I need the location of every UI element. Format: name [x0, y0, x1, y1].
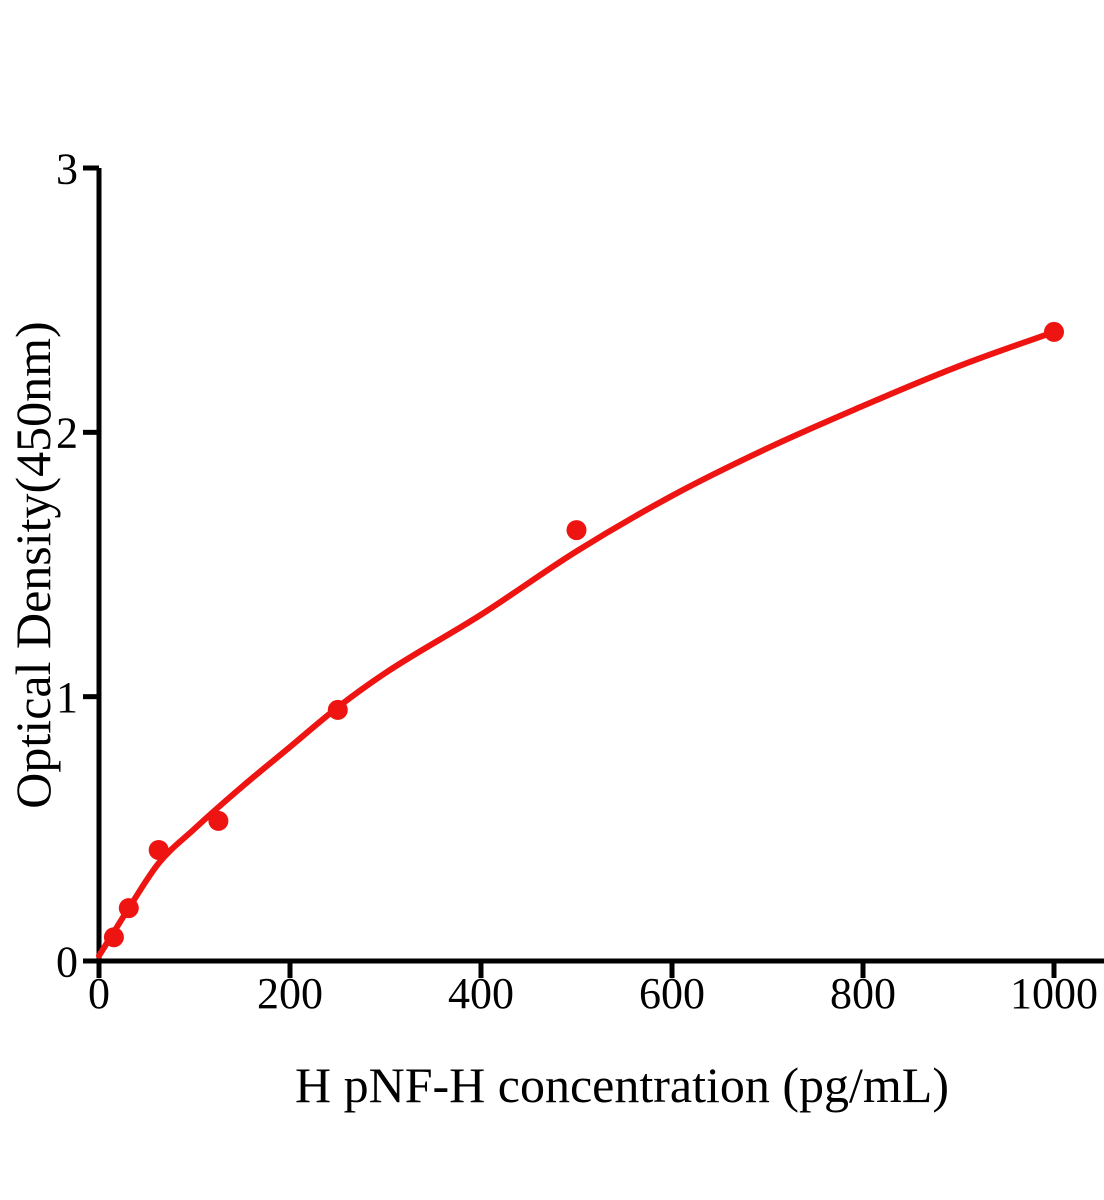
fitted-curve [96, 328, 1057, 959]
y-tick-label: 3 [56, 144, 78, 193]
y-axis-title: Optical Density(450nm) [5, 321, 61, 808]
x-tick-label: 600 [639, 969, 705, 1018]
x-tick-label: 200 [257, 969, 323, 1018]
axis-spine [96, 168, 1104, 964]
data-point [1044, 321, 1064, 342]
data-point [148, 840, 169, 860]
x-tick-label: 800 [830, 969, 896, 1018]
x-tick-label: 400 [448, 969, 514, 1018]
data-point [118, 898, 139, 919]
data-point [327, 699, 348, 720]
data-point [208, 810, 229, 831]
data-series [96, 321, 1064, 959]
x-axis-title: H pNF-H concentration (pg/mL) [295, 1057, 949, 1113]
y-tick-label: 2 [56, 409, 78, 458]
y-tick-label: 0 [56, 937, 78, 986]
y-tick-label: 1 [56, 673, 78, 722]
x-tick-label: 1000 [1010, 969, 1098, 1018]
x-tick-label: 0 [88, 969, 110, 1018]
data-point [103, 927, 124, 948]
axes: 0 200 400 600 800 1000 0 1 2 3 [56, 144, 1104, 1018]
data-point [566, 520, 587, 541]
